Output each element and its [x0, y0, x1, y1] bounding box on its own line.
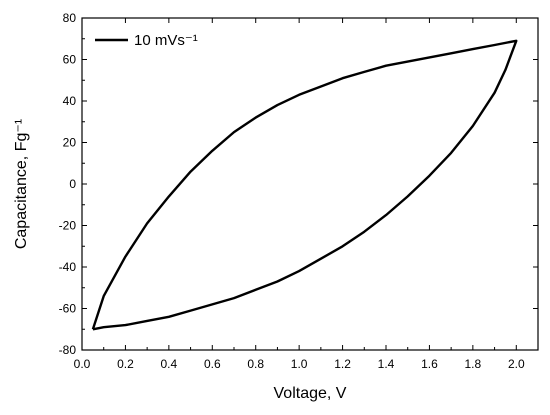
x-tick-label: 0.0	[74, 357, 91, 371]
y-tick-label: -80	[59, 343, 77, 357]
y-tick-label: 20	[63, 136, 77, 150]
y-tick-label: -40	[59, 260, 77, 274]
x-tick-label: 0.4	[161, 357, 178, 371]
x-tick-label: 0.8	[247, 357, 264, 371]
series-line-0	[91, 39, 518, 331]
x-tick-label: 1.0	[291, 357, 308, 371]
y-tick-label: 40	[63, 94, 77, 108]
y-axis-title: Capacitance, Fg⁻¹	[13, 119, 30, 249]
y-tick-label: -60	[59, 302, 77, 316]
x-tick-label: 1.8	[465, 357, 482, 371]
x-tick-label: 1.2	[334, 357, 351, 371]
x-axis-title: Voltage, V	[274, 385, 347, 402]
plot-axes	[81, 17, 539, 351]
legend: 10 mVs⁻¹	[95, 32, 198, 49]
y-tick-label: 60	[63, 53, 77, 67]
axis-ticks: 0.0 0.2 0.4 0.6 0.8 1.0 1.2 1.4 1.6 1.8 2.0 -80 -60 -…	[59, 11, 539, 371]
x-tick-label: 0.2	[117, 357, 134, 371]
series-group	[91, 39, 518, 331]
x-tick-label: 2.0	[508, 357, 525, 371]
x-tick-label: 1.4	[378, 357, 395, 371]
legend-label: 10 mVs⁻¹	[134, 32, 198, 49]
y-tick-label: 80	[63, 11, 77, 25]
x-tick-label: 0.6	[204, 357, 221, 371]
y-tick-label: -20	[59, 219, 77, 233]
y-tick-label: 0	[69, 177, 76, 191]
x-tick-label: 1.6	[421, 357, 438, 371]
plot-frame	[81, 17, 539, 351]
